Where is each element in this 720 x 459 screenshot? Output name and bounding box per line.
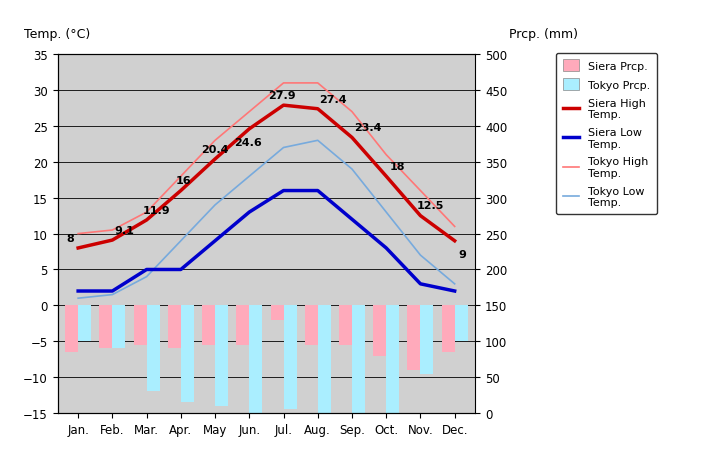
Text: Temp. (°C): Temp. (°C) [24,28,91,41]
Bar [134,306,147,345]
Bar [454,306,468,341]
Bar [202,306,215,345]
Text: 20.4: 20.4 [202,145,229,155]
Text: 24.6: 24.6 [234,137,261,147]
Bar [236,306,249,345]
Bar [352,306,365,459]
Bar [271,306,284,320]
Bar [373,306,386,356]
Bar [318,306,330,413]
Text: 11.9: 11.9 [143,205,171,215]
Bar [339,306,352,345]
Bar [147,306,160,392]
Text: 8: 8 [66,233,74,243]
Bar [305,306,318,345]
Bar [420,306,433,374]
Bar [99,306,112,349]
Bar [168,306,181,349]
Text: 23.4: 23.4 [354,123,381,133]
Text: 27.9: 27.9 [268,91,296,101]
Bar [284,306,297,409]
Text: Prcp. (mm): Prcp. (mm) [508,28,577,41]
Bar [78,306,91,341]
Text: 16: 16 [176,176,192,186]
Bar [441,306,454,352]
Text: 9.1: 9.1 [114,225,134,235]
Bar [386,306,399,449]
Bar [408,306,420,370]
Bar [65,306,78,352]
Bar [215,306,228,406]
Legend: Siera Prcp., Tokyo Prcp., Siera High
Temp., Siera Low
Temp., Tokyo High
Temp., T: Siera Prcp., Tokyo Prcp., Siera High Tem… [556,53,657,215]
Bar [181,306,194,403]
Bar [112,306,125,349]
Text: 12.5: 12.5 [417,201,444,211]
Text: 27.4: 27.4 [320,95,347,104]
Bar [249,306,262,438]
Text: 18: 18 [390,162,405,172]
Text: 9: 9 [458,249,466,259]
